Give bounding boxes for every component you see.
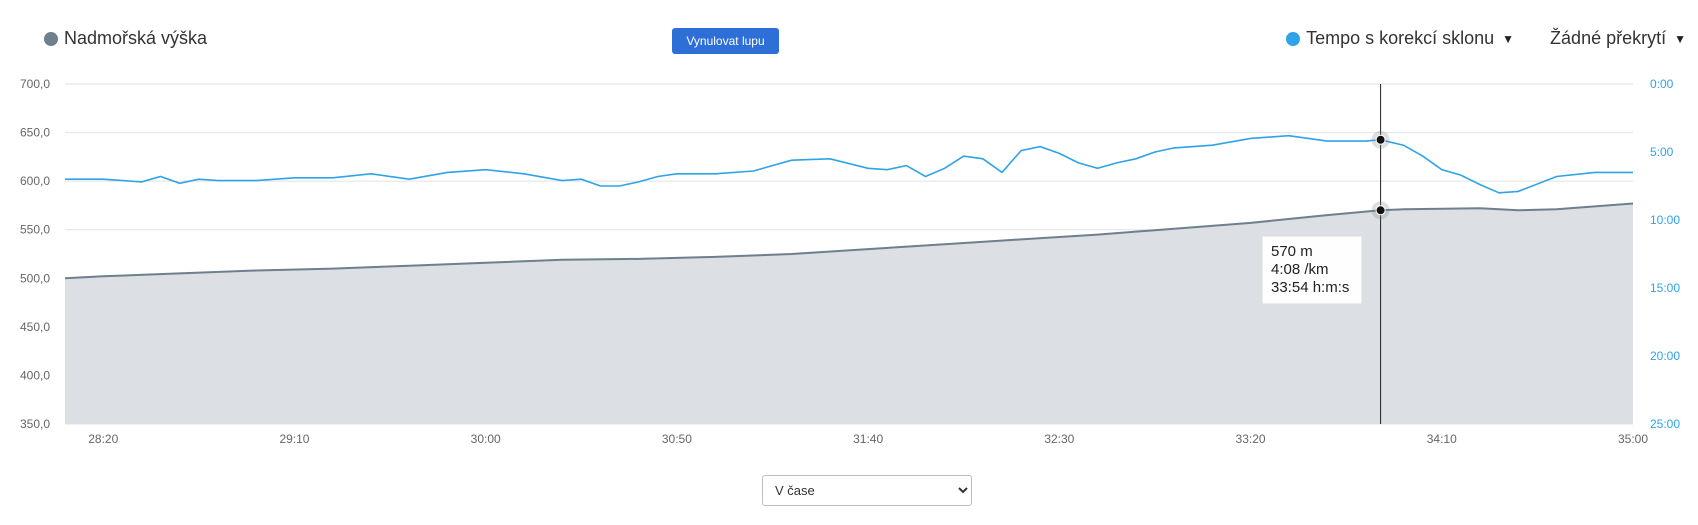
elevation-legend-label: Nadmořská výška xyxy=(64,28,208,48)
elevation-area xyxy=(65,203,1633,424)
y-left-tick-label: 650,0 xyxy=(20,126,50,140)
y-right-tick-label: 0:00 xyxy=(1650,77,1674,91)
y-axis-right: 0:00 5:00 10:00 15:00 20:00 25:00 xyxy=(1650,77,1680,431)
y-axis-left: 700,0 650,0 600,0 550,0 500,0 450,0 400,0 350,0 xyxy=(20,77,50,431)
elevation-pace-chart[interactable]: 700,0 650,0 600,0 550,0 500,0 450,0 400,0 350,0… xyxy=(0,0,1698,470)
x-tick-label: 35:00 xyxy=(1618,432,1648,446)
pace-series-dropdown[interactable]: Tempo s korekcí sklonu ▼ xyxy=(1286,28,1544,49)
elevation-legend-dot xyxy=(44,31,58,46)
y-left-tick-label: 500,0 xyxy=(20,271,50,285)
x-axis: 28:20 29:10 30:00 30:50 31:40 32:30 33:20 34:10… xyxy=(88,432,1648,446)
pace-legend-dot xyxy=(1286,31,1301,46)
y-left-tick-label: 450,0 xyxy=(20,320,50,334)
y-right-tick-label: 5:00 xyxy=(1650,145,1674,159)
x-tick-label: 31:40 xyxy=(853,432,883,446)
elevation-line xyxy=(64,202,1634,280)
caret-down-icon: ▼ xyxy=(1674,31,1686,46)
reset-zoom-button[interactable]: Vynulovat lupu xyxy=(672,28,779,54)
legend-right: Tempo s korekcí sklonu ▼ Žádné překrytí … xyxy=(1286,28,1686,49)
elevation-fill xyxy=(65,203,1633,424)
y-right-tick-label: 25:00 xyxy=(1650,417,1680,431)
y-left-tick-label: 700,0 xyxy=(20,77,50,91)
x-tick-label: 34:10 xyxy=(1427,432,1457,446)
y-right-tick-label: 10:00 xyxy=(1650,213,1680,227)
tooltip-time: 33:54 h:m:s xyxy=(1271,279,1350,296)
pace-legend-label: Tempo s korekcí sklonu xyxy=(1306,28,1495,48)
overlay-label: Žádné překrytí xyxy=(1550,28,1667,48)
pace-marker xyxy=(1375,134,1386,145)
chart-series xyxy=(64,134,1634,280)
tooltip-elevation: 570 m xyxy=(1271,243,1313,260)
y-right-tick-label: 15:00 xyxy=(1650,281,1680,295)
overlay-dropdown[interactable]: Žádné překrytí ▼ xyxy=(1550,28,1686,49)
elevation-marker xyxy=(1375,205,1386,216)
y-left-tick-label: 600,0 xyxy=(20,174,50,188)
y-right-tick-label: 20:00 xyxy=(1650,349,1680,363)
x-tick-label: 30:50 xyxy=(662,432,692,446)
x-axis-mode-select[interactable]: V čase xyxy=(762,475,972,506)
x-tick-label: 30:00 xyxy=(471,432,501,446)
tooltip-pace: 4:08 /km xyxy=(1271,261,1329,278)
chart-cursor xyxy=(1371,84,1390,424)
legend-elevation[interactable]: Nadmořská výška xyxy=(44,28,207,49)
y-left-tick-label: 350,0 xyxy=(20,417,50,431)
caret-down-icon: ▼ xyxy=(1502,31,1515,46)
x-tick-label: 28:20 xyxy=(88,432,118,446)
y-left-tick-label: 400,0 xyxy=(20,368,50,382)
pace-line xyxy=(65,134,1633,194)
chart-tooltip: 570 m 4:08 /km 33:54 h:m:s xyxy=(1262,236,1362,304)
y-left-tick-label: 550,0 xyxy=(20,223,50,237)
x-tick-label: 32:30 xyxy=(1044,432,1074,446)
x-tick-label: 29:10 xyxy=(279,432,309,446)
x-tick-label: 33:20 xyxy=(1236,432,1266,446)
